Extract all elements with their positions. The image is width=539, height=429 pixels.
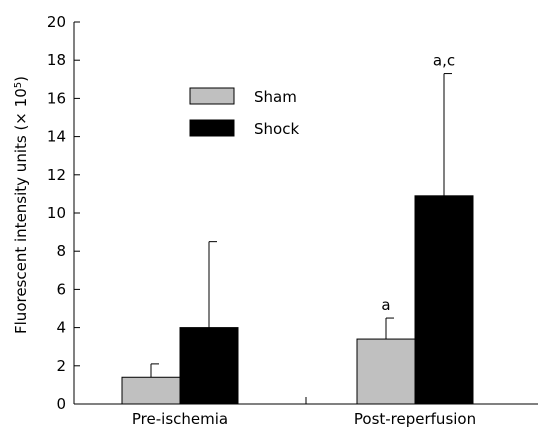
bars [121,73,474,405]
y-tick-label: 4 [56,319,66,337]
y-axis: 0 2 4 6 8 10 12 14 16 18 20 [47,13,80,413]
legend-label: Sham [254,88,297,106]
y-tick-label: 6 [56,280,66,298]
y-tick-label: 14 [47,128,66,146]
y-tick-label: 8 [56,242,66,260]
legend-swatch [189,87,235,105]
x-tick-label: Post-reperfusion [354,410,476,428]
y-tick-label: 0 [56,395,66,413]
significance-label: a [381,296,390,314]
bar [121,376,181,405]
legend-label: Shock [254,120,299,138]
legend-swatch [189,119,235,137]
bar [179,327,239,405]
y-tick-label: 18 [47,51,66,69]
bar [414,195,474,405]
x-tick-label: Pre-ischemia [132,410,228,428]
y-tick-label: 12 [47,166,66,184]
y-tick-label: 10 [47,204,66,222]
annotations: a a,c [381,52,455,314]
legend: Sham Shock [189,87,299,138]
bar [356,338,416,405]
y-tick-label: 20 [47,13,66,31]
y-tick-label: 2 [56,357,66,375]
significance-label: a,c [433,52,455,70]
y-axis-label: Fluorescent intensity units (× 105) [12,76,30,334]
y-tick-label: 16 [47,89,66,107]
